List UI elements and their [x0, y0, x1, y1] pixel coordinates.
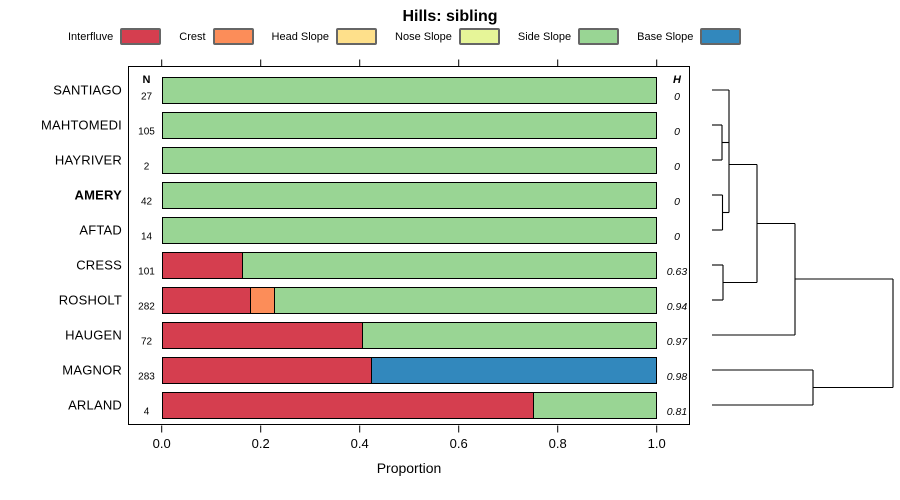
- x-tick-label: 0.2: [251, 436, 270, 451]
- x-tick-label: 0.4: [350, 436, 369, 451]
- row-label-magnor: MAGNOR: [62, 362, 122, 378]
- legend-label: Interfluve: [68, 30, 114, 43]
- legend-swatch-interfluve: [120, 28, 162, 45]
- legend-swatch-base-slope: [700, 28, 742, 45]
- x-tick-label: 0.0: [152, 436, 171, 451]
- legend-label: Crest: [179, 30, 206, 43]
- legend-swatch-head-slope: [336, 28, 378, 45]
- n-value: 2: [143, 161, 150, 172]
- bar-segment-interfluve: [162, 357, 372, 383]
- stacked-bar-haugen: [161, 321, 657, 349]
- x-tick-label: 1.0: [647, 436, 666, 451]
- bar-segment-side-slope: [162, 182, 656, 208]
- n-value: 42: [140, 196, 153, 207]
- chart-title: Hills: sibling: [402, 8, 498, 25]
- bar-segment-crest: [249, 287, 274, 313]
- legend-item-side-slope: Side Slope: [517, 28, 620, 45]
- n-value: 72: [140, 336, 153, 347]
- stacked-bar-amery: [161, 181, 657, 209]
- plot-box: [128, 66, 690, 425]
- bar-segment-interfluve: [162, 392, 533, 418]
- bar-segment-side-slope: [273, 287, 656, 313]
- h-value: 0.81: [666, 405, 688, 418]
- legend-item-interfluve: Interfluve: [68, 28, 162, 45]
- stacked-bar-rosholt: [161, 286, 657, 314]
- n-value: 4: [143, 406, 150, 417]
- n-value: 101: [138, 266, 155, 277]
- n-value: 105: [138, 126, 155, 137]
- legend-swatch-nose-slope: [458, 28, 500, 45]
- legend-swatch-crest: [212, 28, 254, 45]
- n-value: 282: [138, 301, 155, 312]
- h-value: 0: [674, 90, 680, 103]
- row-label-arland: ARLAND: [68, 397, 122, 413]
- h-value: 0: [674, 160, 680, 173]
- n-value: 27: [140, 91, 153, 102]
- bar-segment-side-slope: [162, 77, 656, 103]
- legend-label: Side Slope: [517, 30, 572, 43]
- row-label-hayriver: HAYRIVER: [54, 152, 122, 168]
- bar-segment-interfluve: [162, 287, 250, 313]
- h-value: 0: [674, 230, 680, 243]
- bar-segment-side-slope: [241, 252, 656, 278]
- h-value: 0: [674, 125, 680, 138]
- n-value: 14: [140, 231, 153, 242]
- bar-segment-side-slope: [162, 112, 656, 138]
- legend-item-crest: Crest: [179, 28, 254, 45]
- stacked-bar-santiago: [161, 76, 657, 104]
- row-label-cress: CRESS: [76, 257, 122, 273]
- stacked-bar-magnor: [161, 356, 657, 384]
- x-tick-label: 0.6: [449, 436, 468, 451]
- h-value: 0.97: [666, 335, 688, 348]
- row-label-rosholt: ROSHOLT: [58, 292, 122, 308]
- row-label-aftad: AFTAD: [79, 222, 122, 238]
- bar-segment-interfluve: [162, 322, 362, 348]
- bar-segment-base-slope: [371, 357, 656, 383]
- stacked-bar-mahtomedi: [161, 111, 657, 139]
- h-value: 0: [674, 195, 680, 208]
- legend-label: Base Slope: [637, 30, 694, 43]
- h-value: 0.94: [666, 300, 688, 313]
- h-value: 0.63: [666, 265, 688, 278]
- legend-item-base-slope: Base Slope: [637, 28, 742, 45]
- row-label-amery: AMERY: [74, 187, 122, 203]
- x-axis-label: Proportion: [376, 460, 442, 476]
- bar-segment-side-slope: [361, 322, 656, 348]
- stacked-bar-cress: [161, 251, 657, 279]
- bar-segment-interfluve: [162, 252, 242, 278]
- row-label-santiago: SANTIAGO: [53, 82, 122, 98]
- legend-item-nose-slope: Nose Slope: [395, 28, 500, 45]
- bar-segment-side-slope: [162, 217, 656, 243]
- row-label-mahtomedi: MAHTOMEDI: [40, 117, 122, 133]
- legend-item-head-slope: Head Slope: [272, 28, 378, 45]
- stacked-bar-arland: [161, 391, 657, 419]
- legend-label: Head Slope: [271, 30, 330, 43]
- h-value: 0.98: [666, 370, 688, 383]
- x-tick-label: 0.8: [548, 436, 567, 451]
- bar-segment-side-slope: [532, 392, 656, 418]
- stacked-bar-hayriver: [161, 146, 657, 174]
- n-column-header: N: [142, 74, 151, 86]
- row-label-haugen: HAUGEN: [65, 327, 122, 343]
- h-column-header: H: [673, 74, 681, 86]
- legend-label: Nose Slope: [395, 30, 452, 43]
- stacked-bar-aftad: [161, 216, 657, 244]
- legend-swatch-side-slope: [578, 28, 620, 45]
- bar-segment-side-slope: [162, 147, 656, 173]
- n-value: 283: [138, 371, 155, 382]
- legend: Interfluve Crest Head Slope Nose Slope Side …: [68, 27, 742, 46]
